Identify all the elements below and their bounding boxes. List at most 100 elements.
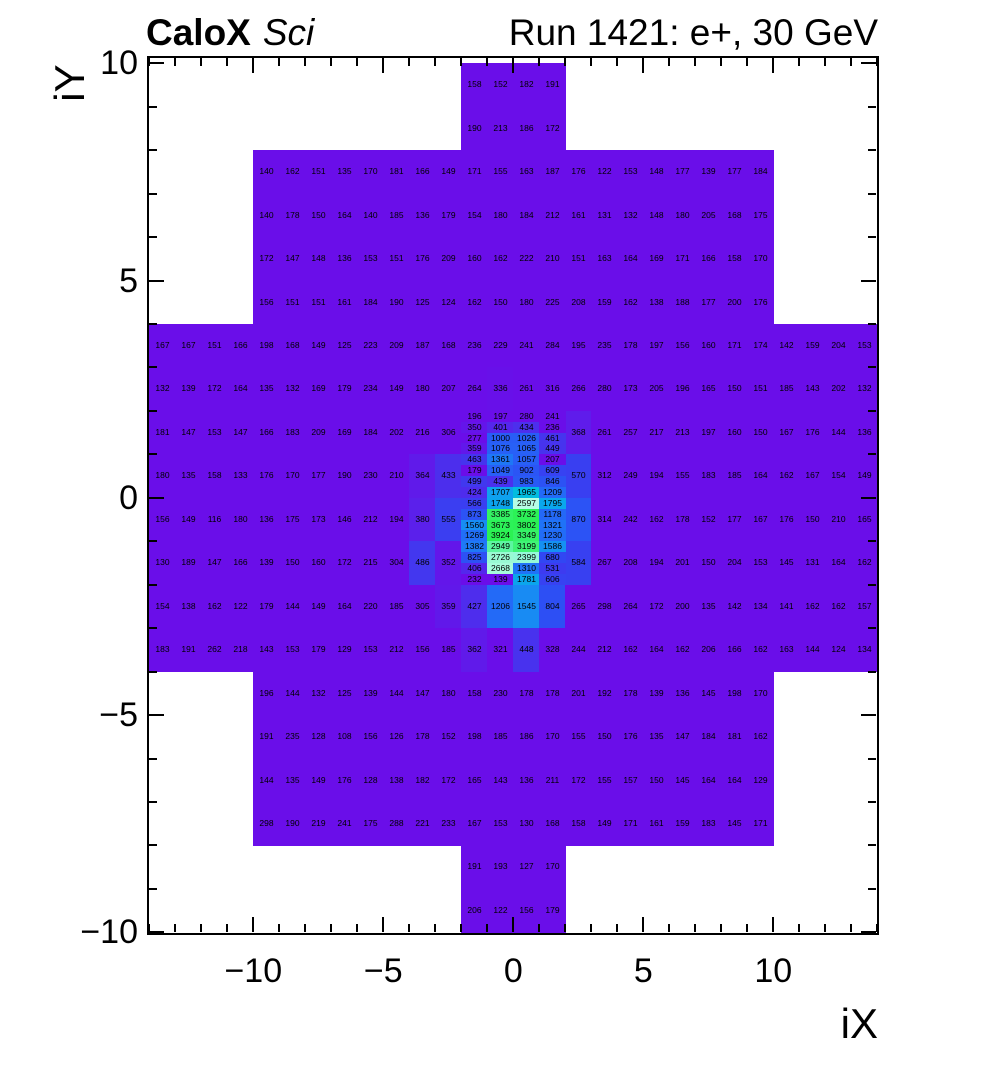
heatmap-cell: 265 — [565, 584, 592, 629]
heatmap-cell: 222 — [513, 237, 540, 281]
heatmap-cell: 156 — [409, 628, 436, 672]
heatmap-cell: 140 — [253, 150, 280, 195]
heatmap-cell: 149 — [175, 497, 202, 542]
heatmap-cell: 196 — [669, 367, 696, 412]
heatmap-cell: 122 — [487, 888, 514, 933]
heatmap-cell: 176 — [747, 280, 774, 325]
axis-tick — [149, 236, 158, 239]
axis-tick — [861, 931, 877, 934]
heatmap-cell: 160 — [461, 237, 488, 281]
heatmap-cell: 433 — [435, 454, 462, 499]
axis-tick — [720, 58, 723, 67]
heatmap-cell: 125 — [331, 671, 358, 716]
heatmap-cell: 149 — [305, 758, 332, 803]
heatmap-cell: 175 — [747, 193, 774, 238]
axis-tick — [861, 714, 877, 717]
heatmap-cell: 139 — [695, 150, 722, 195]
heatmap-cell: 180 — [227, 497, 254, 542]
heatmap-cell: 144 — [279, 671, 306, 716]
heatmap-cell: 183 — [149, 628, 176, 672]
heatmap-cell: 163 — [591, 237, 618, 281]
axis-tick — [868, 236, 877, 239]
heatmap-cell: 145 — [695, 671, 722, 716]
heatmap-cell: 194 — [383, 497, 410, 542]
heatmap-cell: 244 — [565, 628, 592, 672]
heatmap-cell: 151 — [565, 237, 592, 281]
axis-tick — [252, 916, 255, 932]
heatmap-cell: 3924 — [487, 530, 514, 542]
heatmap-cell: 116 — [201, 497, 228, 542]
heatmap-cell: 213 — [669, 410, 696, 455]
heatmap-cell: 235 — [591, 324, 618, 368]
heatmap-cell: 1586 — [539, 541, 566, 553]
axis-tick — [868, 757, 877, 760]
heatmap-cell: 135 — [643, 715, 670, 759]
heatmap-cell: 206 — [461, 888, 488, 933]
heatmap-cell: 182 — [513, 63, 540, 108]
heatmap-cell: 153 — [747, 541, 774, 586]
heatmap-cell: 171 — [747, 801, 774, 846]
axis-tick — [149, 583, 158, 586]
heatmap-cell: 173 — [617, 367, 644, 412]
axis-tick — [798, 58, 801, 67]
heatmap-cell: 166 — [721, 628, 748, 672]
heatmap-cell: 152 — [695, 497, 722, 542]
heatmap-cell: 362 — [461, 628, 488, 672]
heatmap-cell: 2668 — [487, 562, 514, 575]
heatmap-cell: 162 — [669, 628, 696, 672]
heatmap-cell: 204 — [825, 324, 852, 368]
heatmap-cell: 153 — [357, 237, 384, 281]
heatmap-cell: 184 — [357, 280, 384, 325]
heatmap-cell: 167 — [461, 801, 488, 846]
heatmap-cell: 185 — [487, 715, 514, 759]
heatmap-cell: 249 — [617, 454, 644, 499]
heatmap-cell: 312 — [591, 454, 618, 499]
heatmap-cell: 2597 — [513, 497, 540, 510]
heatmap-cell: 202 — [825, 367, 852, 412]
axis-tick — [149, 714, 165, 717]
heatmap-cell: 176 — [253, 454, 280, 499]
heatmap-cell: 218 — [227, 628, 254, 672]
heatmap-cell: 153 — [357, 628, 384, 672]
heatmap-cell: 138 — [175, 584, 202, 629]
y-tick-label: 10 — [100, 44, 138, 83]
plot-title-left: CaloX Sci — [146, 12, 314, 54]
heatmap-cell: 206 — [695, 628, 722, 672]
heatmap-cell: 164 — [695, 758, 722, 803]
heatmap-cell: 167 — [175, 324, 202, 368]
heatmap-cell: 210 — [383, 454, 410, 499]
heatmap-cell: 1321 — [539, 519, 566, 531]
heatmap-cell: 242 — [617, 497, 644, 542]
axis-tick — [434, 923, 437, 932]
heatmap-cell: 138 — [643, 280, 670, 325]
heatmap-cell: 257 — [617, 410, 644, 455]
heatmap-cell: 531 — [539, 562, 566, 575]
heatmap-cell: 170 — [279, 454, 306, 499]
heatmap-cell: 151 — [747, 367, 774, 412]
axis-tick — [861, 496, 877, 499]
axis-tick — [149, 627, 158, 630]
heatmap-cell: 180 — [149, 454, 176, 499]
heatmap-cell: 427 — [461, 584, 488, 629]
heatmap-cell: 179 — [331, 367, 358, 412]
heatmap-cell: 162 — [617, 280, 644, 325]
heatmap-cell: 1206 — [487, 584, 514, 629]
heatmap-cell: 406 — [461, 562, 488, 575]
heatmap-cell: 159 — [669, 801, 696, 846]
heatmap-cell: 230 — [487, 671, 514, 716]
axis-tick — [798, 923, 801, 932]
heatmap-cell: 223 — [357, 324, 384, 368]
heatmap-cell: 149 — [305, 584, 332, 629]
axis-tick — [868, 105, 877, 108]
heatmap-cell: 216 — [409, 410, 436, 455]
heatmap-cell: 175 — [279, 497, 306, 542]
heatmap-cell: 219 — [305, 801, 332, 846]
heatmap-cell: 129 — [331, 628, 358, 672]
heatmap-cell: 1781 — [513, 573, 540, 586]
heatmap-cell: 449 — [539, 443, 566, 455]
heatmap-cell: 145 — [669, 758, 696, 803]
heatmap-cell: 168 — [279, 324, 306, 368]
heatmap-cell: 163 — [773, 628, 800, 672]
heatmap-cell: 162 — [201, 584, 228, 629]
heatmap-cell: 184 — [747, 150, 774, 195]
